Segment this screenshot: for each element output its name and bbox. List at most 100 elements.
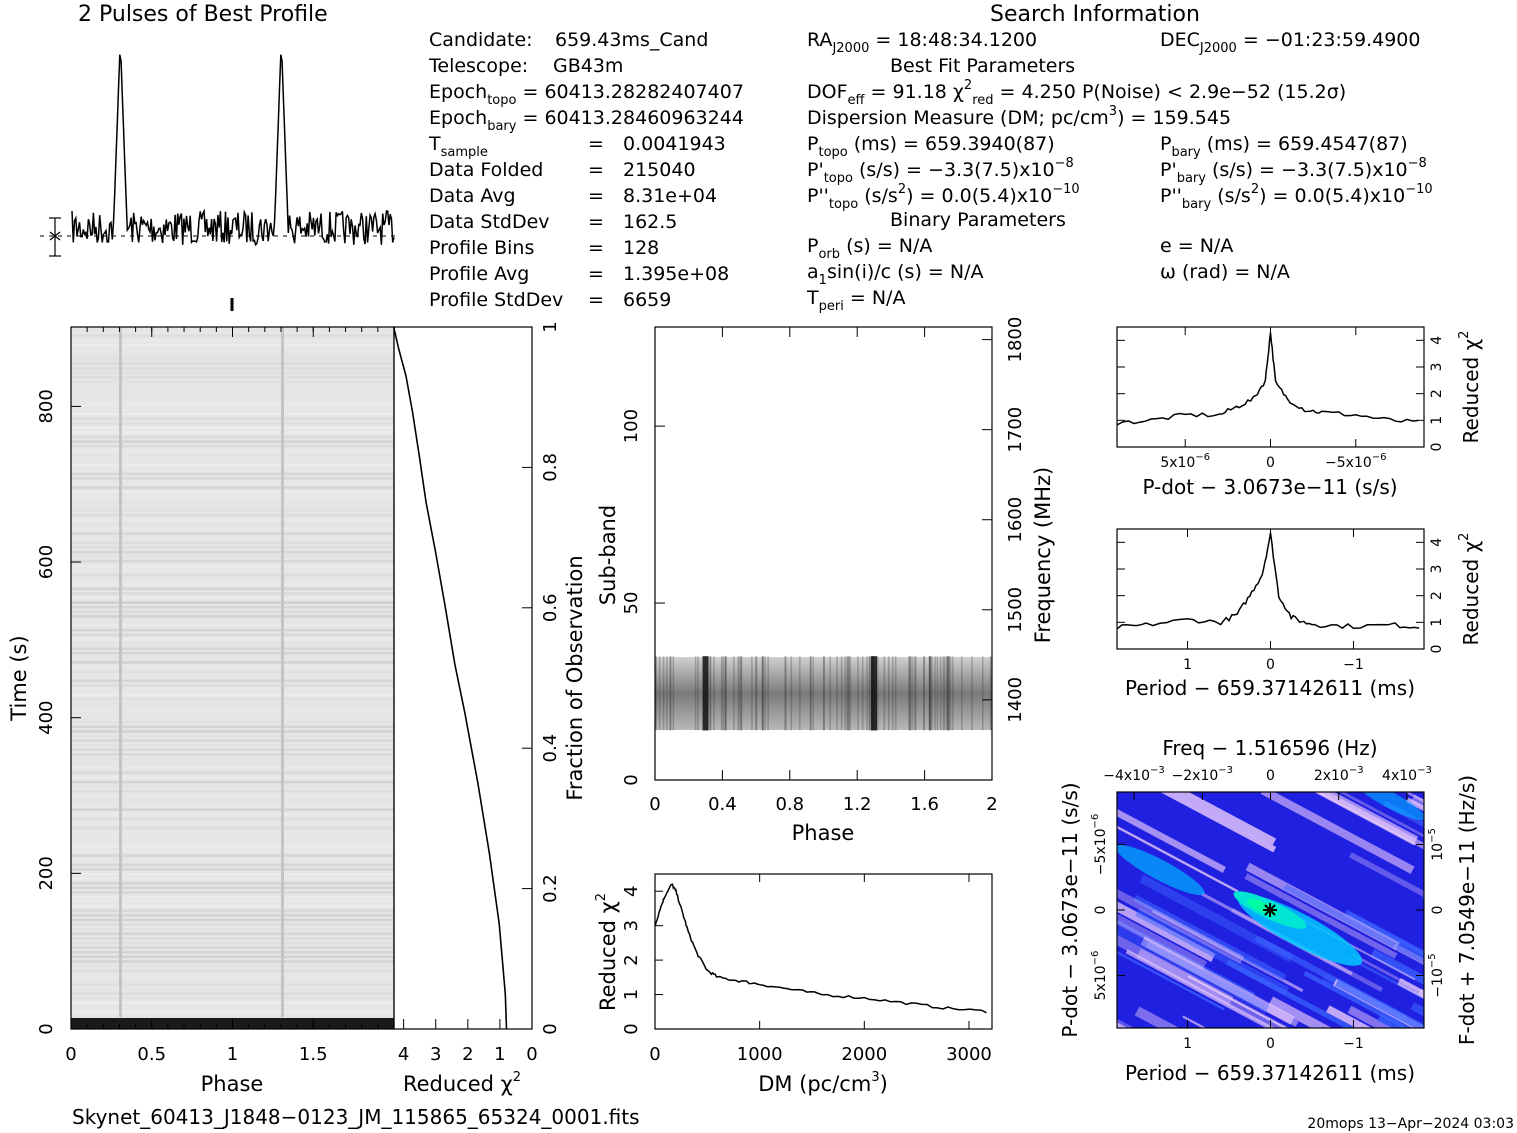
pp-streak [1244, 873, 1398, 959]
subband-noise [971, 656, 973, 731]
x-tick-label: 3 [430, 1044, 441, 1065]
pp-streak [1335, 978, 1424, 1028]
pdot-bary: P'bary (s/s) = −3.3(7.5)x10−8 [1160, 156, 1427, 186]
time-phase-row [71, 399, 394, 402]
subband-noise [822, 656, 825, 731]
time-phase-row [71, 385, 394, 388]
x-tick-label: 0 [1266, 1036, 1275, 1052]
time-phase-row [71, 863, 394, 867]
chi2-time-ylabel: Fraction of Observation [563, 555, 587, 800]
subband-noise [761, 656, 764, 731]
pp-streak [1392, 943, 1424, 966]
subband-noise [694, 656, 697, 731]
x-tick-label: 1 [1183, 657, 1192, 673]
subband-noise [751, 656, 753, 731]
time-phase-row [71, 978, 394, 982]
subband-noise [948, 656, 950, 731]
info-row-value: 6659 [623, 289, 671, 311]
pp-streak [1351, 953, 1424, 995]
time-phase-row [71, 992, 394, 995]
pp-xlabel: Period − 659.37142611 (ms) [1125, 1061, 1415, 1085]
profile-error-bar [49, 217, 61, 257]
y-tick-label: 0 [1093, 906, 1109, 915]
y-tick-label: 0 [540, 1023, 561, 1034]
subband-pulse [702, 656, 709, 731]
subband-noise [658, 656, 661, 731]
chi2-dm-line [654, 883, 987, 1014]
subband-noise [784, 656, 786, 731]
time-phase-row [71, 785, 394, 788]
subband-noise [740, 656, 743, 731]
y-tick-label: 400 [36, 701, 57, 735]
pp-panel: Freq − 1.516596 (Hz) 1 0 −1 −4x10−3 −2x10−3 0… [1058, 736, 1479, 1085]
time-phase-row [71, 895, 394, 899]
x-tick-label: 0.4 [708, 794, 737, 815]
x-tick-label: −1 [1343, 1036, 1364, 1052]
y-tick-label: 800 [36, 389, 57, 423]
chi2-pdot-line [1116, 332, 1419, 426]
pp-streak [1117, 825, 1239, 893]
subband-noise [929, 656, 931, 731]
subband-noise [939, 656, 942, 731]
top-tick-label: 0 [1266, 768, 1275, 784]
pp-streak [1160, 792, 1277, 853]
profile-line [71, 54, 395, 247]
info-row-label: Data Folded [429, 159, 543, 181]
pp-streak [1347, 1005, 1394, 1028]
subband-noise [844, 656, 847, 731]
chi2-time-xlabel: Reduced χ2 [403, 1070, 521, 1096]
x-tick-label: 5x10−6 [1160, 452, 1210, 471]
omega: ω (rad) = N/A [1160, 261, 1290, 283]
time-phase-row [71, 435, 394, 439]
time-phase-row [71, 882, 394, 885]
subband-noise [961, 656, 963, 731]
period-xlabel: Period − 659.37142611 (ms) [1125, 676, 1415, 700]
time-phase-row [71, 762, 394, 765]
info-row-equals: = [588, 185, 604, 207]
y-tick-label: 2 [621, 954, 642, 965]
pp-streak [1134, 1006, 1180, 1028]
y-tick-label: 0 [621, 1023, 642, 1034]
time-phase-row [71, 1010, 394, 1014]
subband-noise [809, 656, 812, 731]
best-fit-header: Best Fit Parameters [890, 55, 1075, 77]
y-tick-label: 0 [621, 774, 642, 785]
epoch-bary: Epochbary = 60413.28460963244 [429, 107, 744, 134]
subband-noise [989, 656, 992, 731]
time-phase-row [71, 849, 394, 853]
profile-panel: 2 Pulses of Best Profile [40, 2, 395, 311]
subband-noise [809, 656, 812, 731]
subband-panel: 0 0.4 0.8 1.2 1.6 2 0 50 100 1400 1500 1600 1700 1800… [596, 317, 1055, 845]
subband-noise [857, 656, 859, 731]
x-tick-label: 1.2 [843, 794, 872, 815]
time-phase-row [71, 1006, 394, 1009]
time-phase-row [71, 491, 394, 494]
x-tick-label: −5x10−6 [1325, 452, 1387, 471]
time-phase-row [71, 905, 394, 908]
time-phase-row [71, 716, 394, 719]
subband-noise [946, 656, 949, 731]
pp-streak [1139, 874, 1294, 963]
time-phase-row [71, 463, 394, 466]
subband-noise [697, 656, 699, 731]
time-phase-row [71, 403, 394, 407]
time-phase-row [71, 550, 394, 554]
subband-noise [662, 656, 665, 731]
time-phase-row [71, 624, 394, 627]
time-phase-row [71, 739, 394, 742]
y-tick-label: 0.6 [540, 593, 561, 622]
subband-noise [923, 656, 925, 731]
y-tick-label: −5x10−6 [1090, 814, 1109, 876]
candidate-value: 659.43ms_Cand [555, 29, 708, 51]
y2-tick-label: 0 [1430, 906, 1446, 915]
time-phase-row [71, 343, 394, 347]
subband-noise [929, 656, 932, 731]
time-phase-row [71, 362, 394, 365]
y-tick-label: 0.4 [540, 734, 561, 763]
time-phase-row [71, 725, 394, 729]
y-tick-label: 2 [1429, 591, 1445, 600]
subband-noise [755, 656, 758, 731]
time-phase-row [71, 426, 394, 430]
subband-noise [948, 656, 950, 731]
dof-chi2-pnoise: DOFeff = 91.18 χ2red = 4.250 P(Noise) < … [807, 78, 1346, 108]
